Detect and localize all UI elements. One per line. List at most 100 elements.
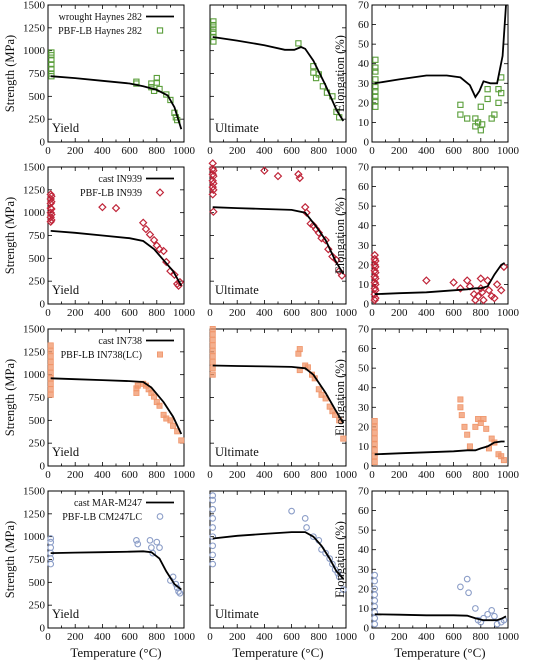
x-tick-label: 800 (149, 631, 166, 643)
data-point (474, 119, 482, 126)
data-point (209, 505, 217, 513)
data-point (208, 176, 217, 185)
data-point (47, 369, 54, 376)
x-tick-label: 1000 (335, 307, 358, 319)
series-line (374, 440, 505, 456)
x-tick-label: 800 (473, 145, 490, 157)
x-tick-label: 1000 (173, 145, 196, 157)
x-tick-label: 0 (45, 469, 51, 481)
x-tick-label: 200 (67, 307, 84, 319)
panel-r2-yield: 0 200 400 600 800 1000 0 250 500 750 1000 1250 1500 S… (3, 324, 196, 482)
x-tick-label: 600 (121, 307, 138, 319)
data-point (457, 101, 464, 108)
data-point (47, 353, 54, 360)
data-point (209, 179, 218, 188)
data-point (370, 260, 379, 270)
y-tick-label: 50 (358, 39, 370, 51)
x-tick-label: 1000 (497, 307, 520, 319)
y-tick-label: 50 (358, 525, 370, 537)
data-point (176, 589, 184, 597)
data-point (479, 121, 486, 128)
x-tick-label: 600 (283, 469, 300, 481)
legend-r3: cast MAR-M247 PBF-LB CM247LC (62, 498, 174, 523)
legend-marker-label: PBF-LB IN738(LC) (61, 350, 142, 361)
data-point (210, 21, 217, 29)
panel-r3-ultimate: 0 200 400 600 800 1000 Ultimate Temperature (°C… (207, 490, 358, 660)
data-point (209, 171, 218, 181)
x-tick-label: 200 (229, 631, 246, 643)
data-point (48, 61, 55, 68)
data-point (209, 207, 218, 217)
data-point (209, 166, 218, 175)
x-tick-label: 1000 (173, 307, 196, 319)
legend-r0: wrought Haynes 282 PBF-LB Haynes 282 (58, 12, 174, 37)
series-line (50, 377, 183, 435)
data-point (372, 87, 379, 95)
x-tick-label: 600 (121, 469, 138, 481)
data-point (208, 159, 217, 168)
x-tick-label: 400 (418, 307, 435, 319)
x-tick-label: 0 (369, 469, 375, 481)
data-point (329, 560, 336, 568)
y-tick-label: 750 (29, 392, 46, 404)
legend-marker-swatch (156, 513, 164, 520)
data-point (47, 197, 56, 206)
y-tick-label: 40 (358, 382, 370, 394)
y-axis-label: Elongation (%) (333, 197, 347, 274)
data-point (371, 459, 378, 466)
x-tick-label: 1000 (173, 469, 196, 481)
y-tick-label: 60 (358, 343, 370, 355)
x-tick-label: 600 (283, 631, 300, 643)
data-point (484, 610, 491, 618)
panel-label-yield: Yield (52, 607, 80, 621)
data-point (322, 549, 329, 557)
x-tick-label: 200 (391, 631, 408, 643)
y-tick-label: 30 (358, 240, 370, 252)
data-point (422, 276, 431, 285)
data-point (153, 74, 160, 82)
data-point (463, 575, 471, 583)
y-tick-label: 0 (40, 137, 46, 149)
data-point (47, 358, 54, 365)
data-point (466, 443, 473, 450)
data-point (370, 254, 379, 264)
data-point (457, 396, 464, 403)
data-point (209, 492, 217, 499)
x-tick-label: 0 (369, 631, 375, 643)
data-point (371, 268, 380, 277)
y-axis-label: Strength (MPa) (3, 35, 17, 112)
y-axis-label: Elongation (%) (333, 35, 347, 112)
data-point (462, 276, 472, 285)
legend-line-label: cast IN939 (98, 174, 142, 185)
data-point (371, 435, 378, 442)
data-point (153, 79, 160, 86)
y-tick-label: 70 (358, 324, 370, 336)
y-tick-label: 10 (358, 441, 370, 453)
x-tick-label: 200 (67, 631, 84, 643)
data-point (146, 536, 154, 544)
data-point (149, 549, 157, 557)
data-point (209, 358, 216, 365)
y-tick-label: 0 (364, 623, 370, 635)
legend-marker-swatch (156, 351, 163, 358)
y-tick-label: 750 (29, 230, 46, 242)
series-line (50, 230, 183, 287)
y-tick-label: 250 (29, 600, 46, 612)
data-point (310, 533, 317, 541)
panel-label-yield: Yield (52, 283, 80, 297)
data-point (209, 533, 217, 541)
data-point (156, 544, 163, 551)
y-tick-label: 500 (29, 577, 46, 589)
y-tick-label: 30 (358, 564, 370, 576)
data-point (133, 536, 140, 544)
data-point (483, 276, 492, 285)
data-point (371, 447, 378, 454)
y-tick-label: 0 (364, 137, 370, 149)
data-point (294, 170, 303, 179)
data-point (464, 431, 471, 438)
data-point (48, 65, 55, 73)
plot-frame (371, 4, 509, 143)
data-point (208, 164, 217, 174)
data-point (209, 353, 216, 360)
